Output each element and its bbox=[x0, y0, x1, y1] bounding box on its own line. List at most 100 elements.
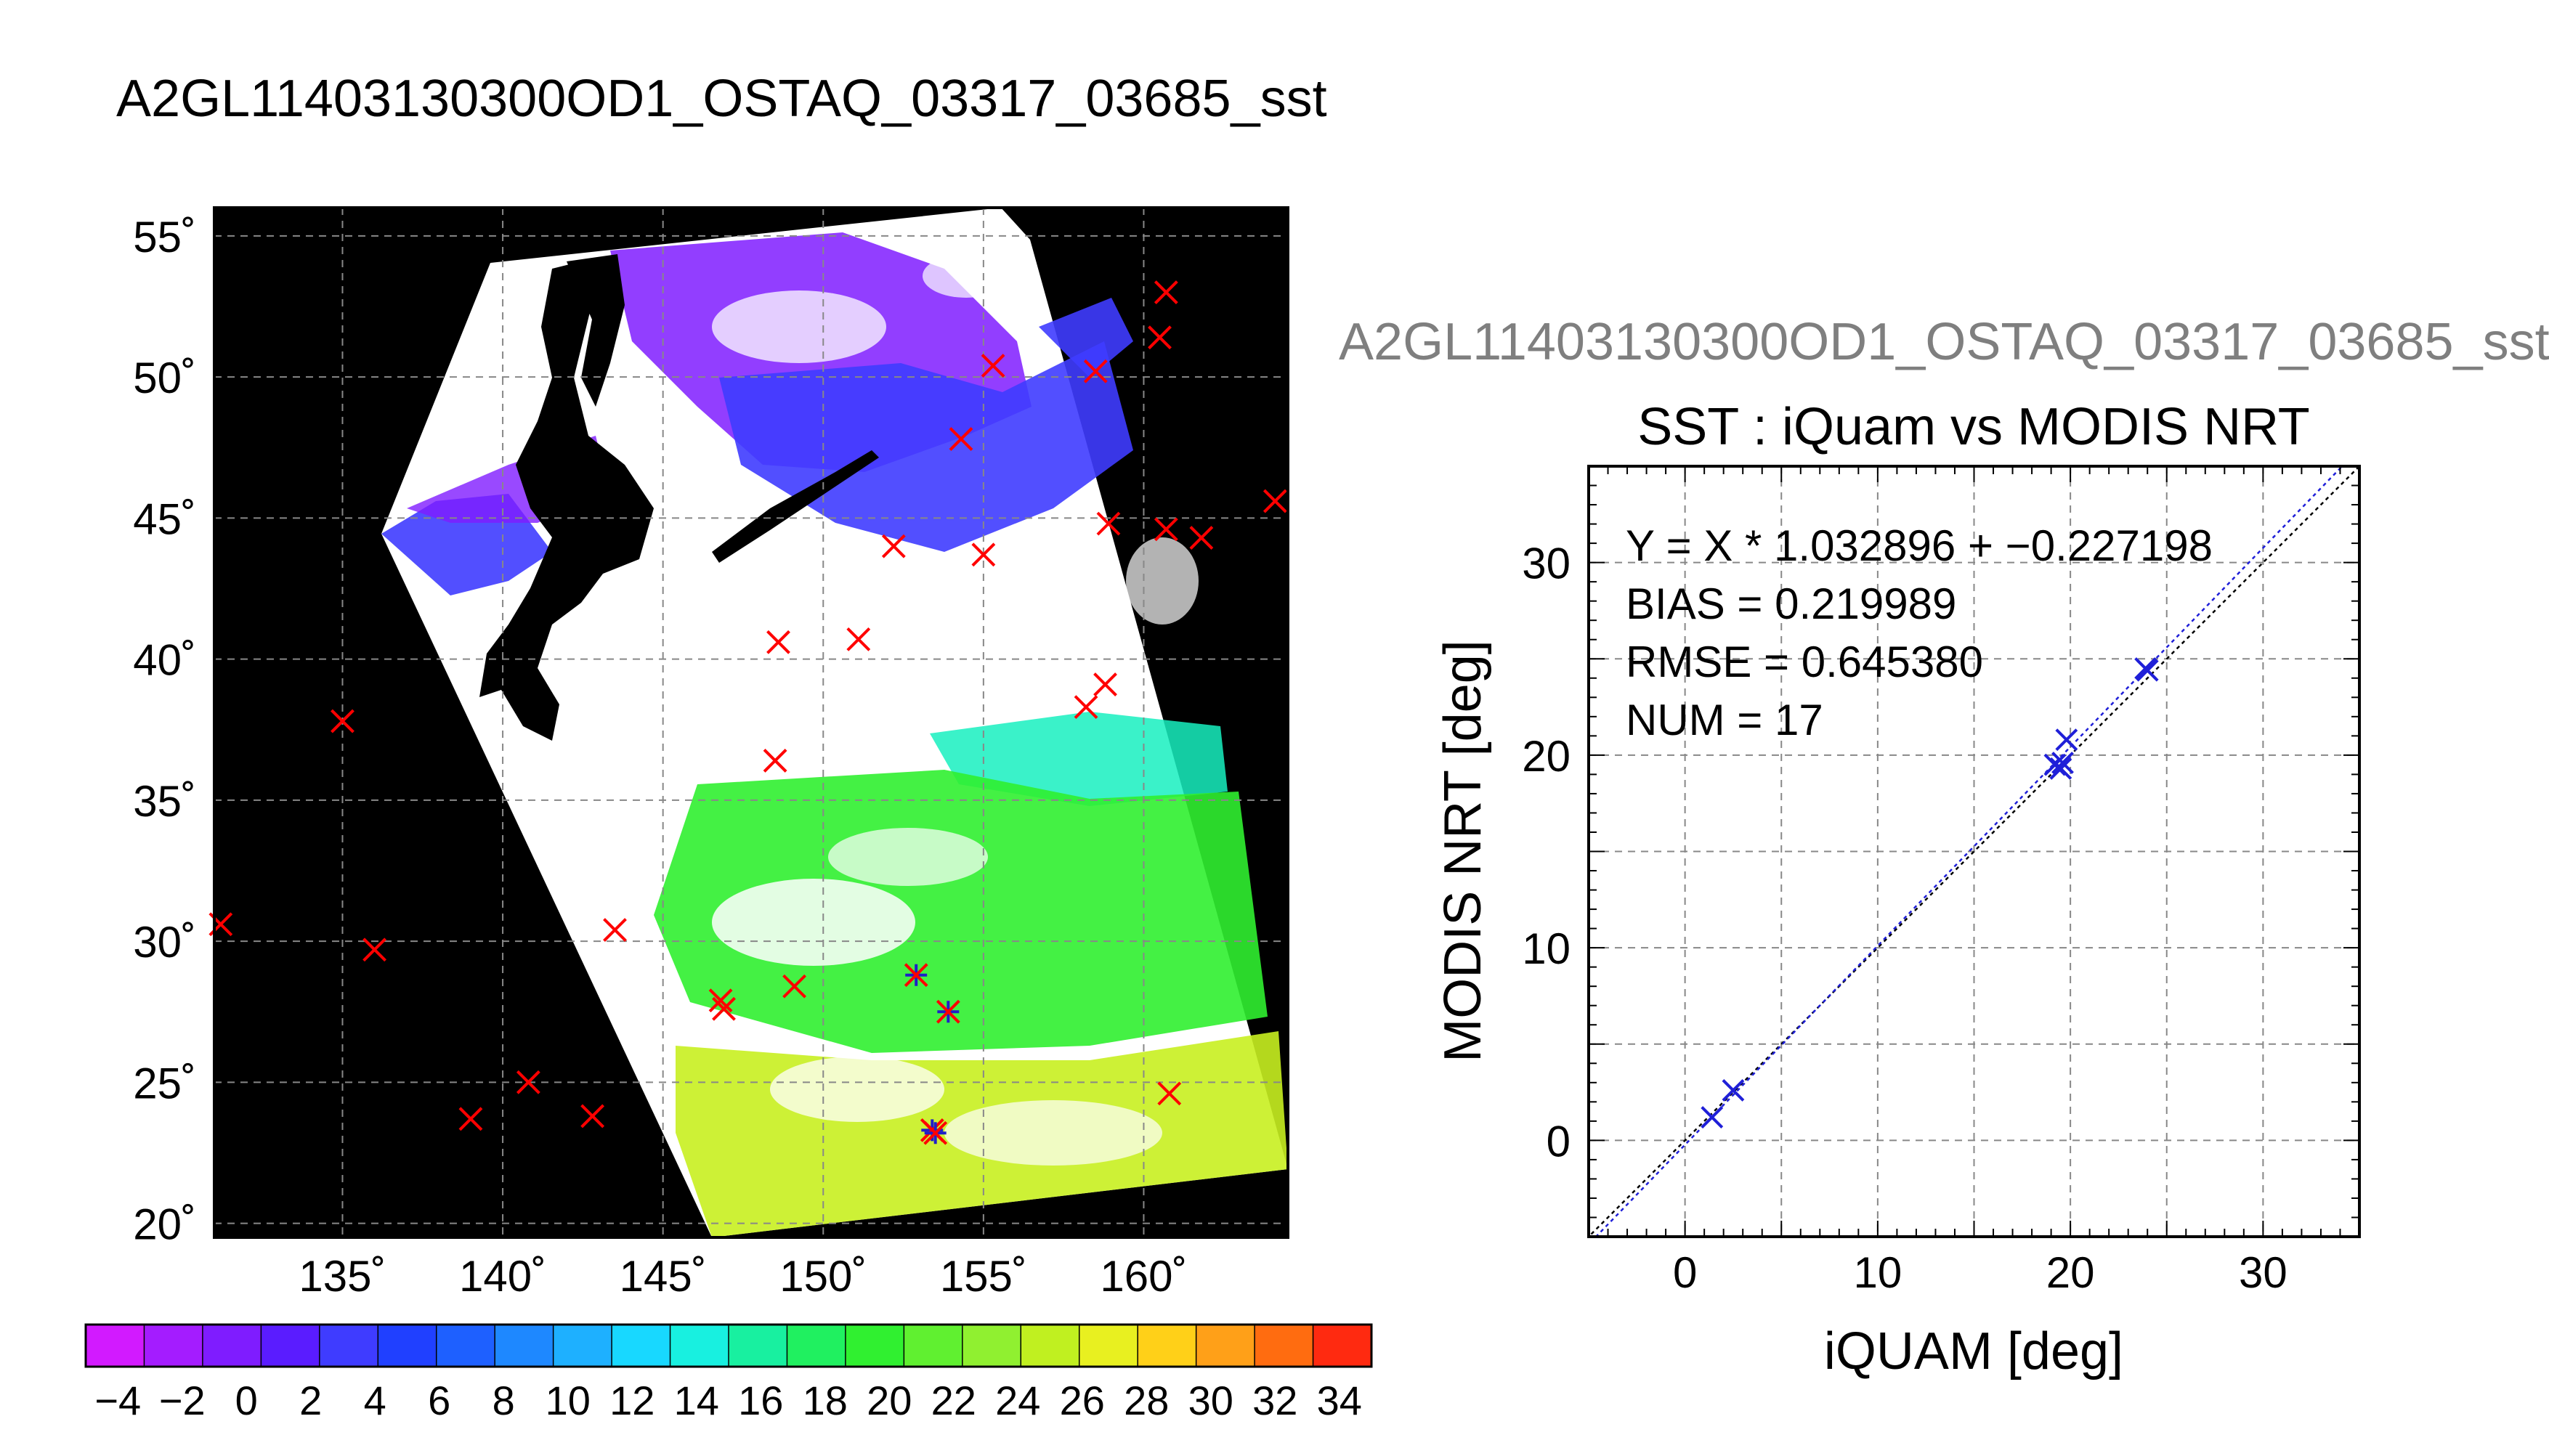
colorbar-tick-label: 32 bbox=[1252, 1378, 1297, 1423]
map-y-tick-label: 35˚ bbox=[133, 777, 196, 826]
map-y-tick-label: 20˚ bbox=[133, 1200, 196, 1249]
scatter-point bbox=[2055, 728, 2078, 752]
map-marker-unmatched bbox=[516, 1070, 540, 1094]
map-marker-matched-cross bbox=[923, 1121, 948, 1145]
colorbar-tick-label: 10 bbox=[546, 1378, 591, 1423]
cloud-patch bbox=[770, 1057, 944, 1122]
scatter-point bbox=[1722, 1078, 1745, 1102]
colorbar-cell bbox=[378, 1325, 437, 1367]
scatter-x-tick-label: 0 bbox=[1673, 1248, 1697, 1297]
colorbar-tick-label: 0 bbox=[235, 1378, 258, 1423]
map-marker-unmatched bbox=[763, 749, 787, 773]
colorbar-cell bbox=[1021, 1325, 1080, 1367]
scatter-annotation: NUM = 17 bbox=[1626, 696, 1823, 744]
map-y-tick-label: 45˚ bbox=[133, 495, 196, 543]
map-marker-unmatched bbox=[881, 534, 906, 558]
scatter-annotation: Y = X * 1.032896 + −0.227198 bbox=[1626, 521, 2213, 570]
scatter-y-axis-label: MODIS NRT [deg] bbox=[1434, 640, 1492, 1062]
map-marker-unmatched bbox=[1154, 517, 1178, 542]
scatter-annotations: Y = X * 1.032896 + −0.227198 BIAS = 0.219… bbox=[1626, 521, 2213, 744]
scatter-annotation: BIAS = 0.219989 bbox=[1626, 579, 1956, 628]
scatter-x-axis-label: iQUAM [deg] bbox=[1824, 1322, 2123, 1380]
colorbar-tick-label: 4 bbox=[364, 1378, 386, 1423]
map-marker-unmatched bbox=[580, 1104, 605, 1128]
main-title: A2GL11403130300OD1_OSTAQ_03317_03685_sst bbox=[116, 70, 1327, 128]
map-x-tick-label: 140˚ bbox=[459, 1252, 546, 1301]
colorbar-tick-label: 16 bbox=[738, 1378, 783, 1423]
map-y-tick-label: 55˚ bbox=[133, 213, 196, 261]
cloud-patch bbox=[923, 254, 1010, 298]
colorbar-tick-label: 6 bbox=[428, 1378, 450, 1423]
map-x-tick-label: 135˚ bbox=[299, 1252, 386, 1301]
map-marker-matched-cross bbox=[904, 963, 928, 988]
colorbar-cell bbox=[1196, 1325, 1255, 1367]
map-marker-unmatched bbox=[1074, 695, 1098, 720]
colorbar-tick-label: 14 bbox=[674, 1378, 719, 1423]
landmass-kuril bbox=[712, 450, 879, 563]
map-marker-unmatched bbox=[1189, 526, 1214, 550]
scatter-y-tick-label: 0 bbox=[1547, 1117, 1571, 1166]
map-marker-unmatched bbox=[603, 918, 627, 942]
landmass-kamchatka bbox=[1001, 208, 1288, 378]
scatter-annotation: RMSE = 0.645380 bbox=[1626, 638, 1983, 686]
cloud-patch bbox=[712, 290, 886, 363]
scatter-points bbox=[1701, 657, 2159, 1128]
colorbar: −4 −2 0 2 4 6 8 10 12 14 16 18 20 22 24 26 28 30 32 34 bbox=[84, 1323, 1373, 1423]
map-marker-unmatched bbox=[1096, 511, 1121, 536]
colorbar-tick-labels: −4 −2 0 2 4 6 8 10 12 14 16 18 20 22 24 26 28 30 32 34 bbox=[94, 1378, 1362, 1423]
colorbar-cell bbox=[1313, 1325, 1372, 1367]
map-marker-unmatched bbox=[846, 627, 871, 651]
scatter-y-tick-label: 10 bbox=[1522, 924, 1571, 973]
colorbar-tick-label: 8 bbox=[493, 1378, 515, 1423]
map-y-tick-label: 25˚ bbox=[133, 1059, 196, 1107]
colorbar-cell bbox=[1079, 1325, 1138, 1367]
colorbar-cell bbox=[495, 1325, 554, 1367]
map-marker-unmatched bbox=[782, 974, 806, 999]
colorbar-tick-label: −2 bbox=[159, 1378, 206, 1423]
scatter-subtitle: A2GL11403130300OD1_OSTAQ_03317_03685_sst bbox=[1339, 313, 2549, 371]
colorbar-tick-label: 22 bbox=[931, 1378, 976, 1423]
colorbar-cell bbox=[729, 1325, 787, 1367]
map-marker-unmatched bbox=[1093, 672, 1117, 696]
colorbar-cells bbox=[86, 1325, 1372, 1367]
cloud-patch bbox=[944, 1100, 1162, 1166]
map-marker-unmatched bbox=[708, 988, 733, 1013]
scatter-point bbox=[1701, 1106, 1724, 1128]
map-marker-unmatched bbox=[981, 354, 1005, 378]
scatter-point bbox=[2049, 757, 2072, 780]
map-y-tick-label: 30˚ bbox=[133, 918, 196, 967]
map-y-tick-labels: 20˚ 25˚ 30˚ 35˚ 40˚ 45˚ 50˚ 55˚ bbox=[133, 213, 196, 1249]
scatter-title: SST : iQuam vs MODIS NRT bbox=[1637, 398, 2310, 456]
map-markers bbox=[208, 280, 1287, 1145]
scatter-x-tick-labels: 0 10 20 30 bbox=[1673, 1248, 2287, 1297]
map-y-tick-label: 40˚ bbox=[133, 636, 196, 685]
colorbar-tick-label: −4 bbox=[94, 1378, 141, 1423]
colorbar-tick-label: 28 bbox=[1124, 1378, 1169, 1423]
colorbar-cell bbox=[1255, 1325, 1314, 1367]
colorbar-cell bbox=[86, 1325, 145, 1367]
map-x-tick-label: 155˚ bbox=[940, 1252, 1027, 1301]
swath-northeast-blue bbox=[1039, 298, 1133, 378]
colorbar-cell bbox=[202, 1325, 262, 1367]
colorbar-cell bbox=[1138, 1325, 1197, 1367]
scatter-point bbox=[2051, 752, 2074, 774]
scatter-point bbox=[2136, 659, 2159, 682]
map-marker-unmatched bbox=[1157, 1081, 1182, 1106]
landmass-sakhalin bbox=[567, 254, 625, 407]
map-x-tick-label: 145˚ bbox=[620, 1252, 707, 1301]
colorbar-tick-label: 24 bbox=[995, 1378, 1040, 1423]
map-x-tick-labels: 135˚ 140˚ 145˚ 150˚ 155˚ 160˚ bbox=[299, 1252, 1187, 1301]
colorbar-tick-label: 26 bbox=[1060, 1378, 1105, 1423]
map-marker-unmatched bbox=[712, 996, 736, 1021]
map-frame bbox=[213, 206, 1289, 1239]
scatter-x-tick-label: 20 bbox=[2046, 1248, 2095, 1297]
colorbar-cell bbox=[261, 1325, 320, 1367]
colorbar-tick-label: 30 bbox=[1188, 1378, 1233, 1423]
colorbar-cell bbox=[612, 1325, 671, 1367]
scatter-minor-ticks bbox=[1588, 465, 2360, 1237]
map-x-tick-label: 160˚ bbox=[1100, 1252, 1187, 1301]
colorbar-frame bbox=[84, 1323, 1373, 1368]
colorbar-cell bbox=[436, 1325, 495, 1367]
colorbar-cell bbox=[670, 1325, 729, 1367]
